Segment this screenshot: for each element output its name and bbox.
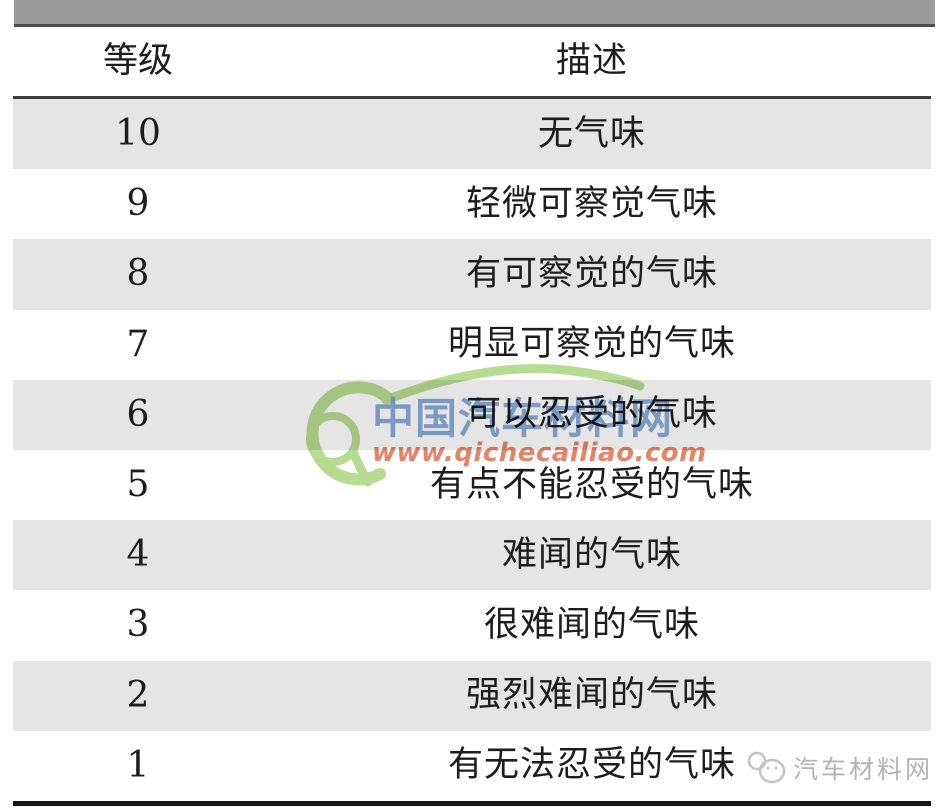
grade-cell: 4 xyxy=(126,534,150,576)
table-row: 6 可以忍受的气味 xyxy=(13,379,931,450)
table-row: 1 有无法忍受的气味 xyxy=(13,731,931,801)
table-row: 9 轻微可察觉气味 xyxy=(13,169,931,239)
grade-cell: 1 xyxy=(126,744,150,786)
description-cell: 有点不能忍受的气味 xyxy=(429,464,754,505)
description-cell: 有无法忍受的气味 xyxy=(447,745,736,786)
description-cell: 轻微可察觉气味 xyxy=(465,183,718,224)
description-cell: 很难闻的气味 xyxy=(483,604,700,645)
description-cell: 有可察觉的气味 xyxy=(465,253,718,294)
table-bottom-rule xyxy=(13,800,931,806)
table-row: 10 无气味 xyxy=(13,99,931,170)
table-row: 2 强烈难闻的气味 xyxy=(13,660,931,731)
table-row: 5 有点不能忍受的气味 xyxy=(13,450,931,520)
grade-cell: 8 xyxy=(126,253,150,295)
grade-cell: 5 xyxy=(126,464,150,506)
grade-cell: 2 xyxy=(126,674,150,716)
table-row: 7 明显可察觉的气味 xyxy=(13,310,931,380)
grade-cell: 7 xyxy=(126,323,150,365)
grade-cell: 3 xyxy=(126,604,150,646)
description-cell: 明显可察觉的气味 xyxy=(447,324,736,365)
description-cell: 无气味 xyxy=(537,113,646,154)
table-row: 4 难闻的气味 xyxy=(13,520,931,591)
grade-cell: 10 xyxy=(115,113,161,155)
table-header-row: 等级 描述 xyxy=(13,27,931,99)
top-separator-bar xyxy=(14,0,935,27)
description-column-header: 描述 xyxy=(555,41,628,81)
description-cell: 强烈难闻的气味 xyxy=(465,675,718,716)
grade-column-header: 等级 xyxy=(102,41,173,81)
table-row: 3 很难闻的气味 xyxy=(13,590,931,660)
description-cell: 难闻的气味 xyxy=(501,534,682,575)
description-cell: 可以忍受的气味 xyxy=(465,394,718,435)
odor-rating-table: 等级 描述 10 无气味 9 轻微可察觉气味 8 有可察觉的气味 7 明显可察觉… xyxy=(13,27,931,806)
grade-cell: 6 xyxy=(126,393,150,435)
grade-cell: 9 xyxy=(126,183,150,225)
table-row: 8 有可察觉的气味 xyxy=(13,239,931,310)
